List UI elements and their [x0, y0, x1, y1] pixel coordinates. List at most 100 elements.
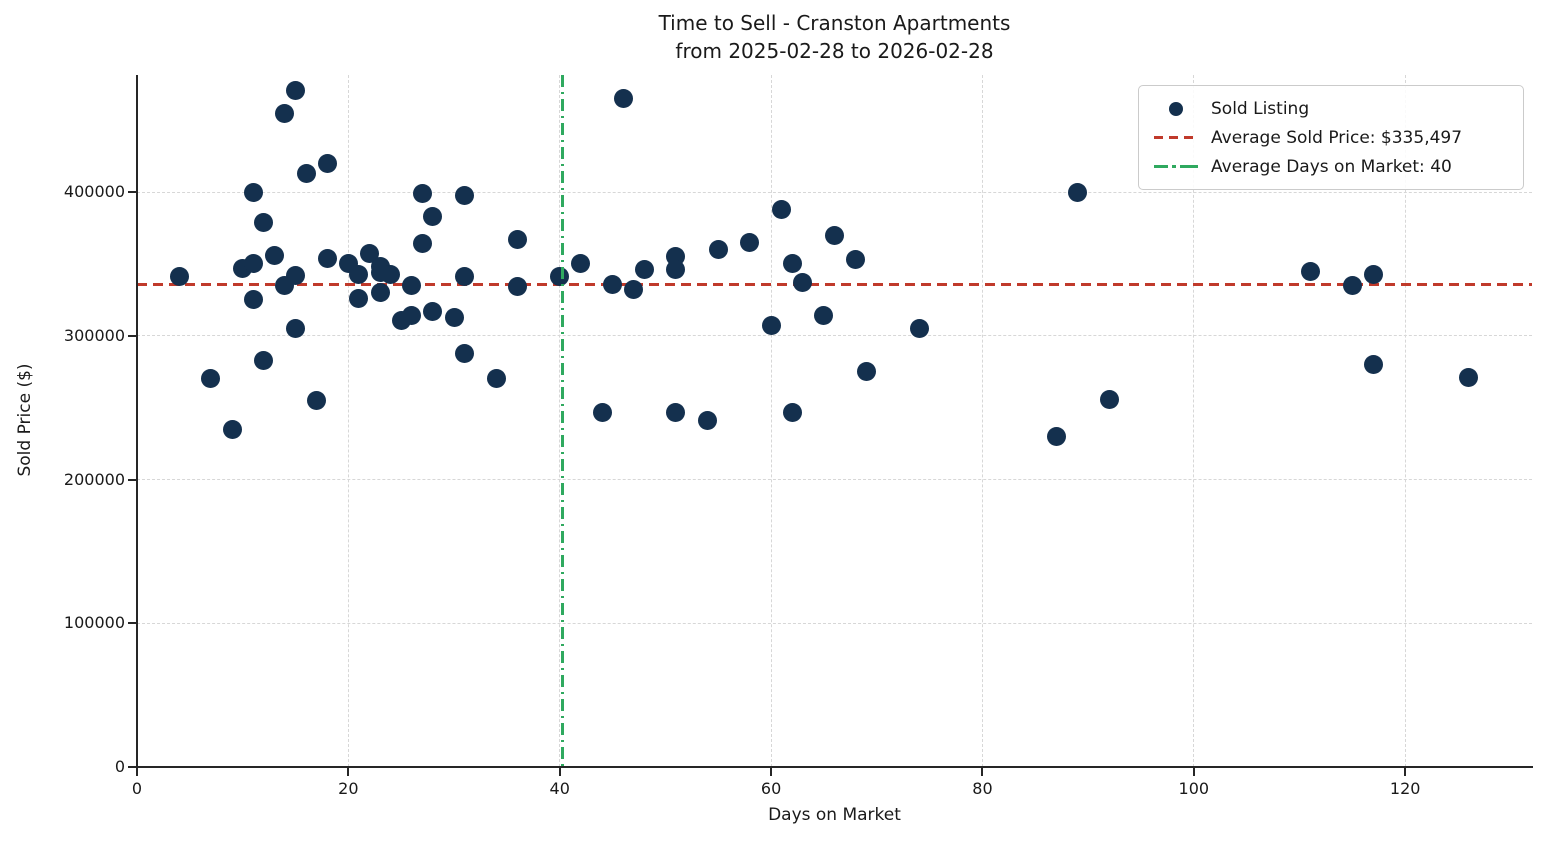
scatter-point: [349, 288, 369, 308]
legend-marker-avg-price: [1154, 136, 1198, 139]
scatter-point: [349, 264, 369, 284]
scatter-point: [254, 350, 274, 370]
scatter-point: [412, 234, 432, 254]
x-axis-spine: [136, 766, 1533, 768]
legend-item-avg-days: Average Days on Market: 40: [1153, 152, 1509, 181]
x-gridline: [1404, 75, 1406, 767]
scatter-point: [317, 248, 337, 268]
scatter-point: [243, 254, 263, 274]
x-tick-label: 20: [338, 779, 359, 798]
y-tick-label: 0: [114, 757, 125, 776]
legend-label-avg-price: Average Sold Price: $335,497: [1211, 127, 1463, 148]
x-tick-label: 0: [131, 779, 143, 798]
scatter-point: [782, 254, 802, 274]
scatter-point: [793, 273, 813, 293]
scatter-point: [169, 267, 189, 287]
scatter-point: [624, 280, 644, 300]
avg-days-swatch: [1153, 165, 1199, 168]
scatter-point: [856, 362, 876, 382]
y-tick-label: 300000: [63, 325, 125, 345]
legend-marker-sold-listing: [1169, 101, 1183, 116]
scatter-point: [402, 306, 422, 326]
y-tick-label: 200000: [63, 469, 125, 489]
x-tick-mark: [347, 768, 350, 776]
legend-item-sold-listing: Sold Listing: [1153, 94, 1509, 123]
x-gridline: [347, 75, 349, 767]
scatter-point: [286, 265, 306, 285]
x-axis-label: Days on Market: [768, 805, 901, 825]
scatter-point: [370, 283, 390, 303]
y-tick-label: 400000: [63, 182, 125, 202]
y-gridline: [137, 191, 1532, 193]
scatter-point: [592, 402, 612, 422]
scatter-point: [1046, 426, 1066, 446]
x-tick-mark: [1192, 768, 1195, 776]
scatter-point: [1459, 368, 1479, 388]
y-tick-mark: [128, 334, 136, 337]
scatter-point: [296, 163, 316, 183]
y-tick-label: 100000: [63, 613, 125, 633]
scatter-point: [486, 369, 506, 389]
scatter-point: [782, 402, 802, 422]
x-tick-mark: [1404, 768, 1407, 776]
y-gridline: [137, 479, 1532, 481]
y-gridline: [137, 335, 1532, 337]
x-tick-mark: [136, 768, 138, 776]
scatter-point: [1099, 389, 1119, 409]
scatter-point: [846, 250, 866, 270]
scatter-point: [740, 232, 760, 252]
y-gridline: [137, 622, 1532, 624]
scatter-point: [825, 225, 844, 245]
scatter-point: [243, 182, 263, 202]
scatter-point: [444, 307, 464, 327]
scatter-point: [666, 260, 686, 280]
scatter-point: [201, 369, 221, 389]
x-tick-label: 60: [760, 779, 782, 798]
scatter-point: [698, 411, 718, 431]
scatter-point: [264, 245, 284, 265]
y-axis-label: Sold Price ($): [15, 363, 35, 477]
scatter-point: [455, 185, 475, 205]
scatter-point: [455, 343, 475, 363]
scatter-point: [286, 80, 306, 100]
x-tick-mark: [981, 768, 984, 776]
scatter-point: [1300, 261, 1320, 281]
scatter-point: [507, 230, 527, 250]
x-gridline: [981, 75, 983, 767]
scatter-point: [307, 391, 327, 411]
scatter-point: [550, 267, 570, 287]
scatter-point: [243, 290, 263, 310]
scatter-point: [909, 319, 929, 339]
scatter-point: [761, 316, 781, 336]
scatter-point: [571, 254, 591, 274]
scatter-point: [1363, 355, 1383, 375]
x-gridline: [770, 75, 772, 767]
scatter-point: [1363, 264, 1383, 284]
y-tick-mark: [128, 766, 136, 768]
scatter-point: [402, 276, 422, 296]
legend-label-sold-listing: Sold Listing: [1211, 98, 1310, 119]
scatter-point: [423, 207, 443, 227]
avg-days-line: [561, 75, 565, 767]
scatter-point: [222, 419, 242, 439]
legend-label-avg-days: Average Days on Market: 40: [1211, 156, 1452, 177]
legend-item-avg-price: Average Sold Price: $335,497: [1153, 123, 1509, 152]
x-tick-label: 80: [972, 779, 993, 798]
scatter-point: [317, 153, 337, 173]
scatter-point: [634, 260, 654, 280]
chart-title: Time to Sell - Cranston Apartments: [658, 11, 1011, 35]
avg-price-line: [137, 283, 1532, 287]
x-tick-label: 120: [1389, 779, 1421, 798]
scatter-point: [814, 306, 834, 326]
scatter-point: [603, 274, 623, 294]
y-tick-mark: [128, 478, 136, 481]
scatter-point: [1068, 182, 1088, 202]
y-tick-mark: [128, 622, 136, 625]
scatter-point: [423, 301, 443, 321]
x-tick-label: 100: [1178, 779, 1210, 798]
scatter-point: [275, 103, 295, 123]
avg-price-swatch: [1153, 136, 1199, 139]
x-gridline: [1193, 75, 1195, 767]
scatter-point: [254, 212, 274, 232]
